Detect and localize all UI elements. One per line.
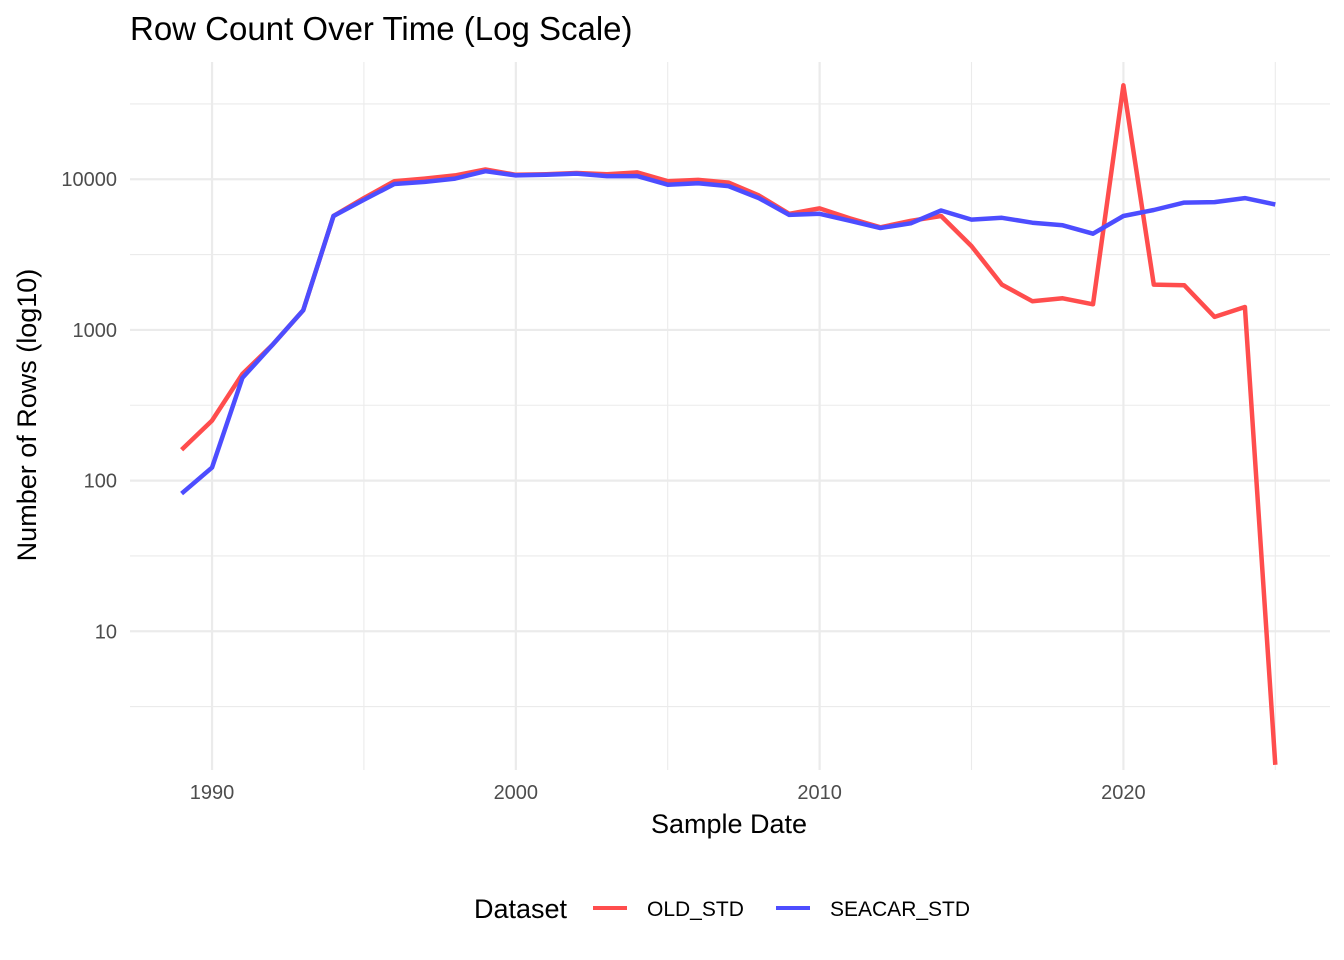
legend-title: Dataset [474,894,568,924]
y-tick-label: 10 [95,621,117,643]
x-axis-title: Sample Date [651,809,807,839]
series-line-seacar-std [180,168,1276,496]
y-tick-label: 1000 [73,320,118,342]
x-tick-label: 1990 [190,782,235,804]
y-tick-label: 10000 [61,169,117,191]
tick-labels: 1990 2000 2010 2020 10 100 1000 10000 [61,169,1145,804]
chart-title: Row Count Over Time (Log Scale) [130,10,633,47]
grid [130,62,1330,770]
legend-label-seacar-std: SEACAR_STD [830,898,970,921]
y-tick-label: 100 [84,471,117,493]
legend-label-old-std: OLD_STD [647,898,744,921]
y-axis-title: Number of Rows (log10) [12,269,42,562]
legend: Dataset OLD_STD SEACAR_STD [474,894,970,924]
x-tick-label: 2010 [797,782,842,804]
x-tick-label: 2020 [1101,782,1146,804]
x-tick-label: 2000 [494,782,539,804]
series-lines [180,83,1278,765]
